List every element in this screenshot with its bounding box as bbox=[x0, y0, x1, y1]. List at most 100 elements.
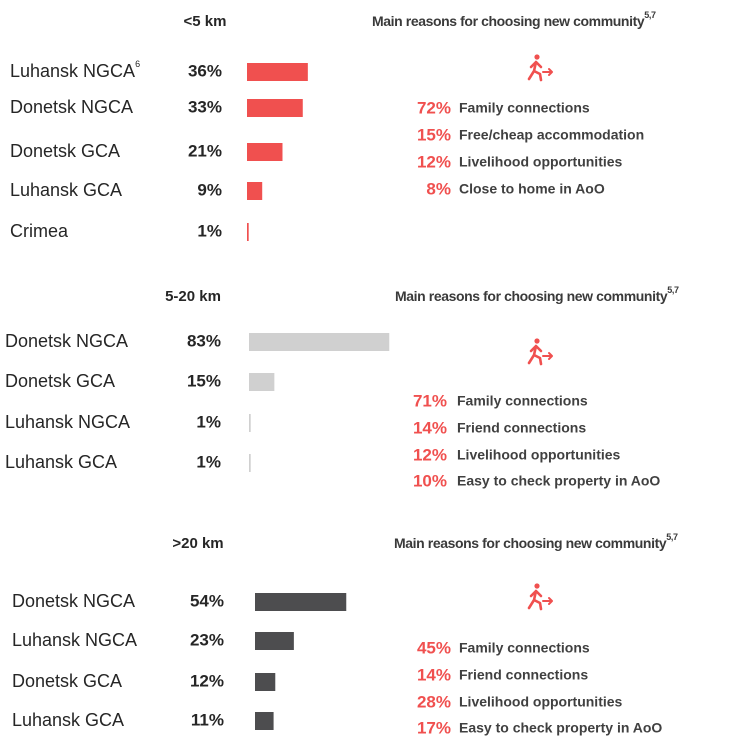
reason-label: Close to home in AoO bbox=[459, 181, 605, 197]
reason-percent: 12% bbox=[417, 152, 451, 171]
reasons-title: Main reasons for choosing new community5… bbox=[395, 285, 679, 303]
reason-percent: 15% bbox=[417, 125, 451, 144]
reasons-title-text: Main reasons for choosing new community bbox=[372, 13, 645, 29]
category-label: Luhansk GCA bbox=[5, 452, 117, 472]
icon-arrow bbox=[542, 352, 553, 360]
reasons-title-text: Main reasons for choosing new community bbox=[394, 535, 667, 551]
reason-label: Free/cheap accommodation bbox=[459, 127, 644, 143]
category-label: Donetsk NGCA bbox=[12, 591, 135, 611]
category-name: Luhansk NGCA bbox=[12, 630, 137, 650]
walking-icon bbox=[527, 338, 553, 366]
bar bbox=[255, 593, 347, 611]
bar bbox=[247, 182, 263, 200]
icon-head bbox=[534, 583, 540, 589]
category-name: Luhansk GCA bbox=[12, 710, 124, 730]
reason-percent: 12% bbox=[413, 445, 447, 464]
value-label: 1% bbox=[196, 452, 221, 471]
panel-title: <5 km bbox=[184, 13, 227, 30]
icon-arrow bbox=[542, 597, 553, 605]
bar bbox=[249, 414, 251, 432]
category-name: Donetsk NGCA bbox=[10, 97, 133, 117]
reasons-title: Main reasons for choosing new community5… bbox=[394, 532, 678, 550]
value-label: 21% bbox=[188, 141, 222, 160]
category-label: Donetsk GCA bbox=[10, 141, 120, 161]
category-name: Donetsk GCA bbox=[5, 371, 115, 391]
value-label: 1% bbox=[197, 221, 222, 240]
value-label: 33% bbox=[188, 97, 222, 116]
value-label: 15% bbox=[187, 371, 221, 390]
reason-label: Family connections bbox=[459, 100, 590, 116]
reasons-title-text: Main reasons for choosing new community bbox=[395, 288, 668, 304]
icon-body bbox=[527, 344, 543, 366]
reason-percent: 71% bbox=[413, 391, 447, 410]
icon-head bbox=[534, 54, 540, 60]
category-name: Donetsk GCA bbox=[12, 671, 122, 691]
category-name: Donetsk GCA bbox=[10, 141, 120, 161]
reason-label: Friend connections bbox=[459, 667, 588, 683]
category-name: Luhansk GCA bbox=[10, 180, 122, 200]
category-name: Donetsk NGCA bbox=[12, 591, 135, 611]
walking-icon bbox=[527, 54, 553, 82]
reason-percent: 17% bbox=[417, 718, 451, 737]
reason-label: Livelihood opportunities bbox=[459, 154, 623, 170]
category-name: Crimea bbox=[10, 221, 69, 241]
bar bbox=[255, 673, 276, 691]
reason-percent: 28% bbox=[417, 692, 451, 711]
reason-percent: 72% bbox=[417, 98, 451, 117]
category-label: Luhansk NGCA6 bbox=[10, 59, 140, 80]
icon-body bbox=[527, 60, 543, 82]
reasons-title-note: 5,7 bbox=[667, 285, 679, 295]
category-name: Donetsk NGCA bbox=[5, 331, 128, 351]
category-label: Luhansk GCA bbox=[12, 710, 124, 730]
bar bbox=[249, 454, 251, 472]
reasons-title-note: 5,7 bbox=[644, 10, 656, 20]
value-label: 83% bbox=[187, 331, 221, 350]
category-label: Luhansk GCA bbox=[10, 180, 122, 200]
category-label: Donetsk NGCA bbox=[10, 97, 133, 117]
value-label: 54% bbox=[190, 591, 224, 610]
category-name: Luhansk NGCA bbox=[5, 412, 130, 432]
reason-percent: 14% bbox=[417, 665, 451, 684]
reason-label: Family connections bbox=[457, 393, 588, 409]
value-label: 1% bbox=[196, 412, 221, 431]
bar bbox=[247, 99, 303, 117]
reason-percent: 10% bbox=[413, 471, 447, 490]
category-label: Donetsk NGCA bbox=[5, 331, 128, 351]
reason-label: Easy to check property in AoO bbox=[457, 473, 660, 489]
icon-body bbox=[527, 589, 543, 611]
value-label: 36% bbox=[188, 61, 222, 80]
bar bbox=[249, 373, 275, 391]
bar bbox=[247, 143, 283, 161]
icon-head bbox=[534, 338, 540, 344]
value-label: 11% bbox=[191, 710, 224, 729]
category-name: Luhansk NGCA bbox=[10, 61, 135, 81]
reasons-title-note: 5,7 bbox=[666, 532, 678, 542]
reason-label: Livelihood opportunities bbox=[459, 694, 623, 710]
category-label: Luhansk NGCA bbox=[5, 412, 130, 432]
category-label: Crimea bbox=[10, 221, 69, 241]
bar bbox=[249, 333, 390, 351]
value-label: 12% bbox=[190, 671, 224, 690]
footnote-mark: 6 bbox=[135, 59, 140, 69]
icon-arrow bbox=[542, 68, 553, 76]
bar bbox=[255, 712, 274, 730]
category-label: Donetsk GCA bbox=[5, 371, 115, 391]
reason-percent: 8% bbox=[426, 179, 451, 198]
category-label: Luhansk NGCA bbox=[12, 630, 137, 650]
walking-icon bbox=[527, 583, 553, 611]
value-label: 9% bbox=[197, 180, 222, 199]
bar bbox=[247, 223, 249, 241]
panel-title: 5-20 km bbox=[165, 288, 221, 305]
category-name: Luhansk GCA bbox=[5, 452, 117, 472]
bar bbox=[247, 63, 308, 81]
bar bbox=[255, 632, 294, 650]
reasons-title: Main reasons for choosing new community5… bbox=[372, 10, 656, 28]
reason-label: Friend connections bbox=[457, 420, 586, 436]
value-label: 23% bbox=[190, 630, 224, 649]
reason-percent: 45% bbox=[417, 638, 451, 657]
category-label: Donetsk GCA bbox=[12, 671, 122, 691]
reason-label: Livelihood opportunities bbox=[457, 447, 621, 463]
reason-label: Family connections bbox=[459, 640, 590, 656]
reason-label: Easy to check property in AoO bbox=[459, 720, 662, 736]
